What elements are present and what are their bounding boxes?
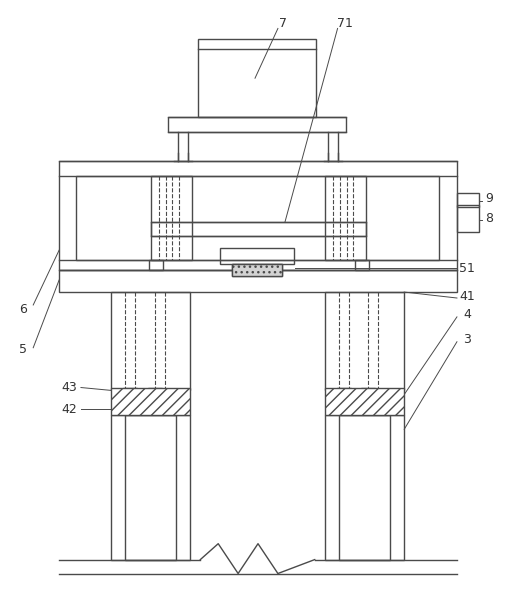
Bar (111, 415, 191, 559)
Bar (220, 248, 294, 264)
Bar (76, 176, 439, 260)
Bar (151, 222, 366, 237)
Text: 71: 71 (337, 17, 352, 30)
Bar (457, 192, 479, 207)
Bar (125, 415, 177, 559)
Bar (59, 161, 457, 270)
Bar (232, 264, 282, 276)
Text: 6: 6 (19, 304, 27, 316)
Text: 5: 5 (19, 343, 27, 356)
Bar (339, 415, 390, 559)
Text: 4: 4 (463, 308, 471, 322)
Text: 3: 3 (463, 333, 471, 346)
Bar (111, 292, 191, 389)
Bar (168, 117, 346, 132)
Text: 9: 9 (485, 192, 493, 205)
Bar (325, 415, 404, 559)
Text: 51: 51 (459, 262, 475, 275)
Bar (198, 40, 315, 117)
Bar (148, 388, 162, 398)
Bar (111, 388, 191, 415)
Text: 42: 42 (61, 403, 77, 416)
Bar (337, 388, 351, 398)
Bar (355, 260, 369, 270)
Bar (362, 388, 376, 398)
Text: 8: 8 (485, 212, 493, 225)
Text: 41: 41 (459, 289, 475, 302)
Bar (457, 204, 479, 232)
Text: 7: 7 (279, 17, 287, 30)
Bar (325, 292, 404, 389)
Bar (151, 176, 192, 260)
Bar (232, 264, 282, 276)
Bar (325, 176, 366, 260)
Bar (59, 270, 457, 292)
Bar (149, 260, 163, 270)
Text: 43: 43 (61, 381, 77, 394)
Bar (325, 388, 404, 415)
Bar (123, 388, 137, 398)
